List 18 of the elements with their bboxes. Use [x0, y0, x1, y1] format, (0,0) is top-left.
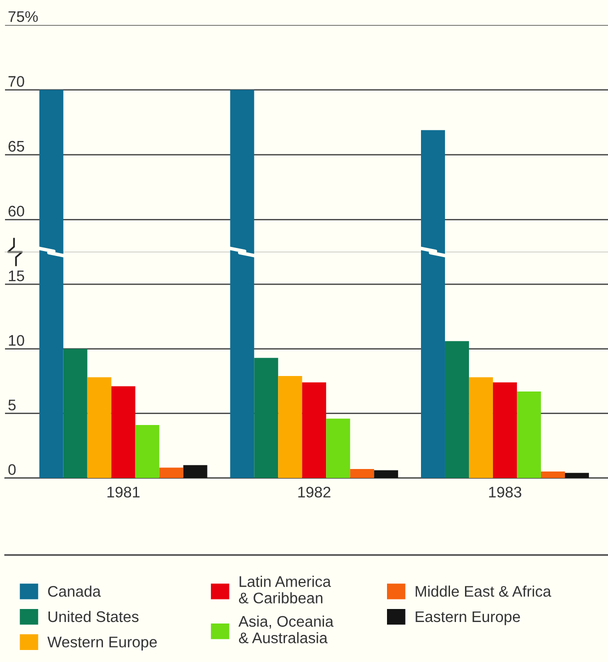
legend-label: Western Europe — [47, 636, 157, 650]
legend-label: Middle East & Africa — [416, 586, 552, 597]
legend-label: Canada — [48, 586, 101, 597]
y-tick-label: 70 — [8, 76, 24, 87]
y-tick-label: 10 — [8, 335, 24, 346]
y-tick-label: 75% — [8, 11, 38, 22]
x-tick-label: 1983 — [489, 486, 522, 498]
y-tick-label: 60 — [8, 206, 24, 217]
legend-label: Latin America & Caribbean — [238, 576, 331, 604]
y-tick-label: 5 — [8, 400, 16, 410]
y-tick-label: 15 — [8, 270, 24, 282]
legend-label: Eastern Europe — [416, 611, 520, 626]
x-tick-label: 1982 — [298, 486, 330, 498]
legend-label: United States — [48, 610, 138, 622]
y-tick-label: 65 — [8, 140, 24, 152]
y-tick-label: 0 — [8, 464, 16, 475]
legend-label: Asia, Oceania & Australasia — [238, 616, 334, 644]
x-tick-label: 1981 — [107, 486, 140, 498]
